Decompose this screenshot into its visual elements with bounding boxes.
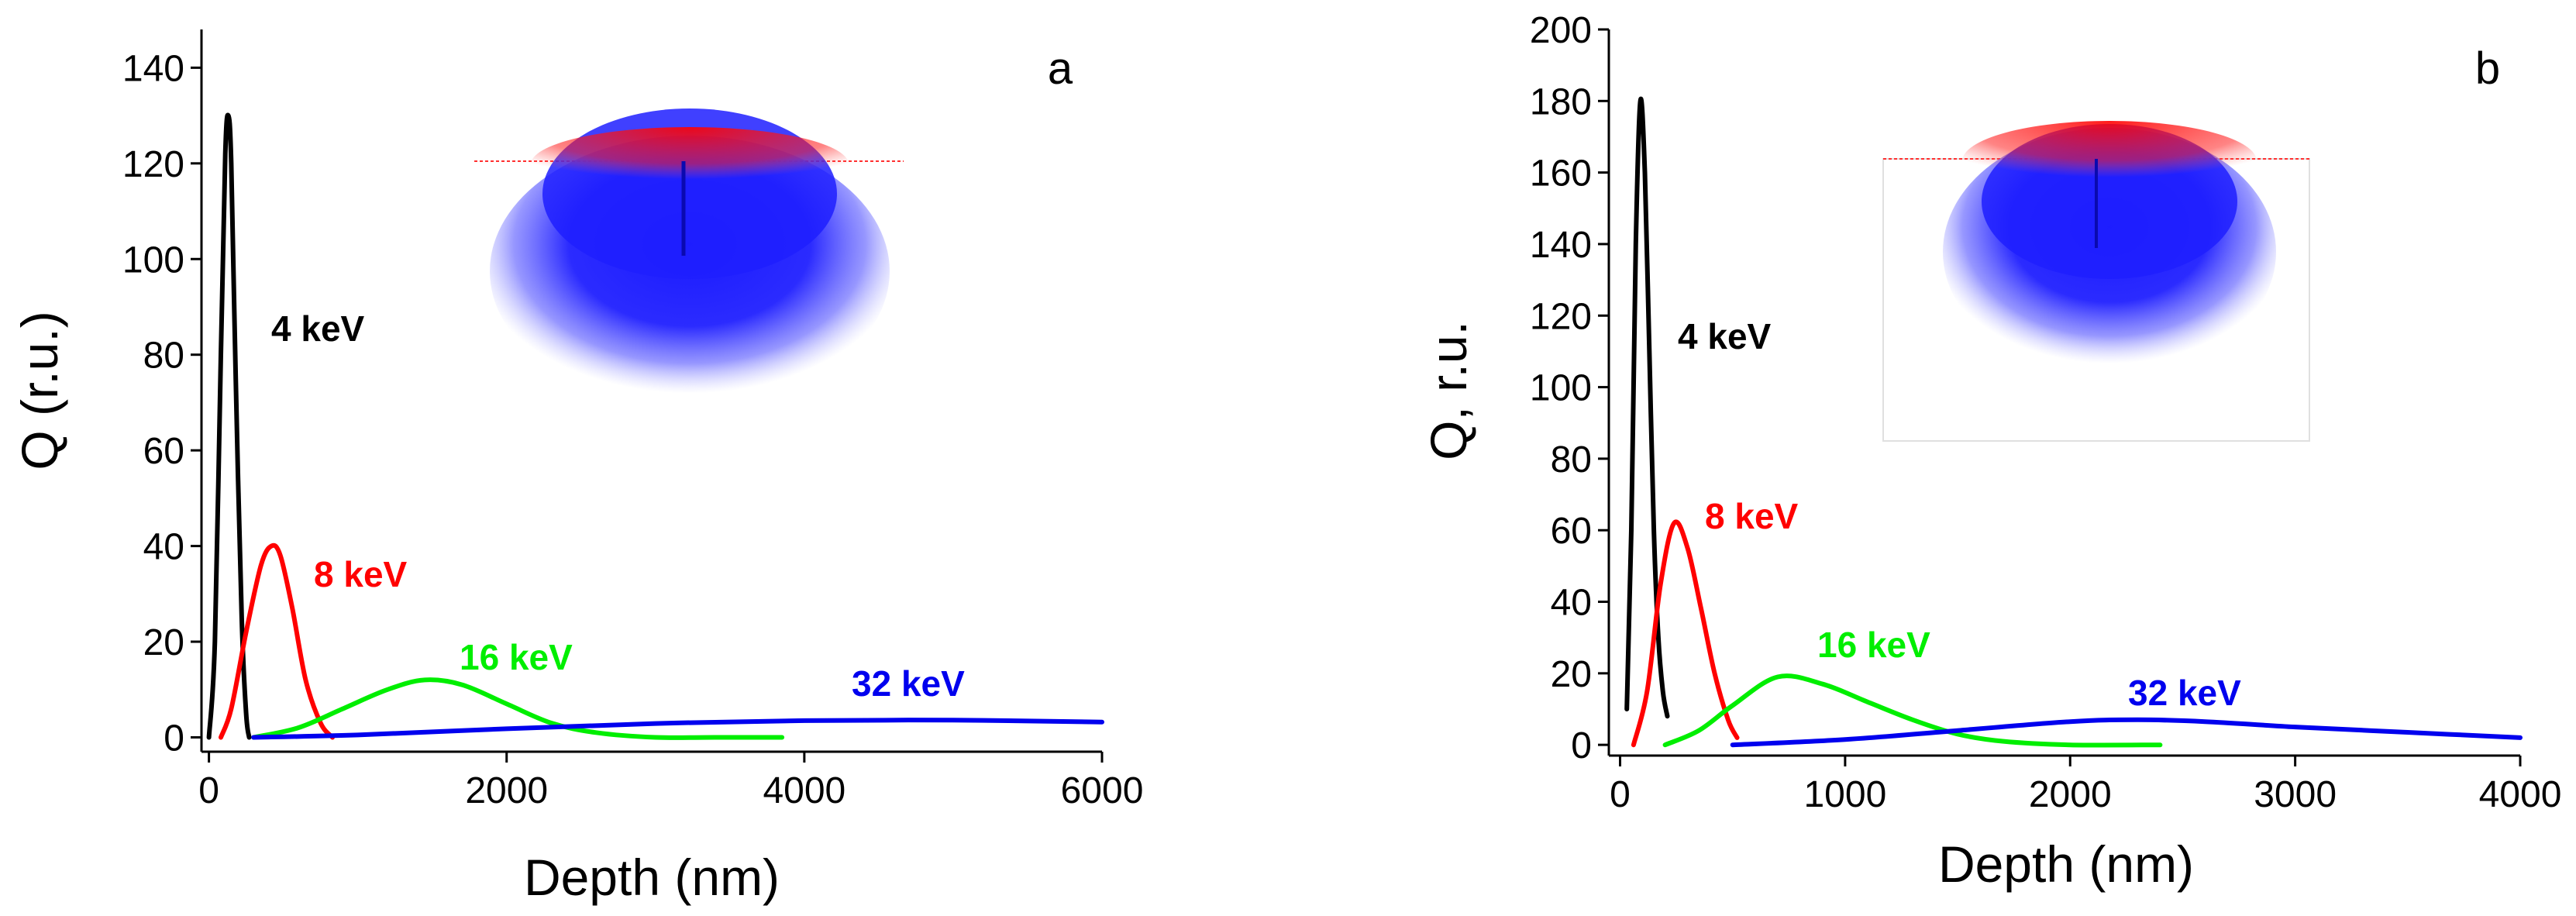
panel-b-x-tick-label: 1000 [1803, 774, 1886, 815]
panel-a-label: a [1048, 43, 1073, 94]
panel-b-label-32kev: 32 keV [2128, 673, 2241, 713]
panel-a-y-axis-title: Q (r.u.) [11, 311, 68, 470]
panel-a-x-tick-label: 2000 [465, 770, 548, 811]
panel-b: b 0 20 40 60 80 100 120 140 160 180 200 0 1000 2000 3… [1420, 10, 2561, 893]
panel-b-series-4kev [1624, 96, 1670, 719]
panel-b-label: b [2475, 43, 2500, 94]
panel-b-label-16kev: 16 keV [1817, 625, 1930, 665]
panel-a-y-tick-label: 60 [143, 431, 184, 472]
panel-b-x-tick-label: 3000 [2254, 774, 2337, 815]
panel-a-label-8kev: 8 keV [314, 554, 408, 594]
panel-b-y-axis-title: Q, r.u. [1420, 321, 1477, 460]
panel-b-y-tick-label: 0 [1571, 725, 1592, 766]
panel-b-y-tick-label: 100 [1530, 368, 1592, 409]
panel-a-inset-trajectory-image [474, 108, 904, 407]
panel-a-label-4kev: 4 keV [271, 308, 365, 349]
panel-b-series-32kev [1730, 717, 2523, 748]
panel-a-series-8kev [219, 542, 335, 740]
panel-a-series-32kev [251, 718, 1104, 740]
panel-b-y-tick-label: 20 [1551, 654, 1592, 695]
panel-b-y-tick-label: 140 [1530, 225, 1592, 266]
panel-b-label-8kev: 8 keV [1705, 496, 1799, 536]
panel-b-y-tick-label: 200 [1530, 10, 1592, 51]
panel-a-x-tick-label: 6000 [1061, 770, 1144, 811]
panel-a-label-16kev: 16 keV [460, 637, 573, 677]
panel-b-x-axis-title: Depth (nm) [1938, 835, 2194, 893]
panel-a-x-tick-label: 0 [198, 770, 219, 811]
panel-b-x-tick-label: 2000 [2029, 774, 2112, 815]
panel-b-y-tick-label: 40 [1551, 583, 1592, 624]
panel-a-y-tick-label: 120 [122, 144, 184, 185]
panel-a: a 0 20 40 60 80 100 120 140 0 2000 4000 6000 Depth… [11, 29, 1143, 906]
panel-a-series-4kev [206, 112, 252, 740]
panel-a-label-32kev: 32 keV [852, 663, 965, 704]
panel-a-y-tick-label: 140 [122, 48, 184, 89]
panel-a-series-16kev [251, 677, 785, 740]
panel-a-y-tick-label: 80 [143, 336, 184, 377]
panel-b-x-tick-label: 4000 [2479, 774, 2562, 815]
panel-b-y-tick-label: 80 [1551, 439, 1592, 480]
panel-b-inset-trajectory-image [1882, 121, 2310, 442]
panel-a-y-tick-label: 20 [143, 622, 184, 663]
panel-b-y-tick-label: 180 [1530, 81, 1592, 122]
panel-a-x-axis-title: Depth (nm) [524, 849, 780, 906]
panel-b-y-tick-label: 120 [1530, 296, 1592, 337]
panel-b-y-tick-label: 160 [1530, 153, 1592, 195]
panel-b-series-8kev [1631, 519, 1740, 748]
panel-a-x-tick-label: 4000 [763, 770, 845, 811]
panel-b-series-16kev [1662, 673, 2163, 748]
panel-a-y-tick-label: 0 [164, 718, 184, 759]
panel-b-label-4kev: 4 keV [1678, 316, 1772, 356]
panel-a-y-tick-label: 40 [143, 527, 184, 568]
panel-b-x-tick-label: 0 [1610, 774, 1631, 815]
panel-a-y-tick-label: 100 [122, 239, 184, 281]
panel-b-y-tick-label: 60 [1551, 511, 1592, 552]
